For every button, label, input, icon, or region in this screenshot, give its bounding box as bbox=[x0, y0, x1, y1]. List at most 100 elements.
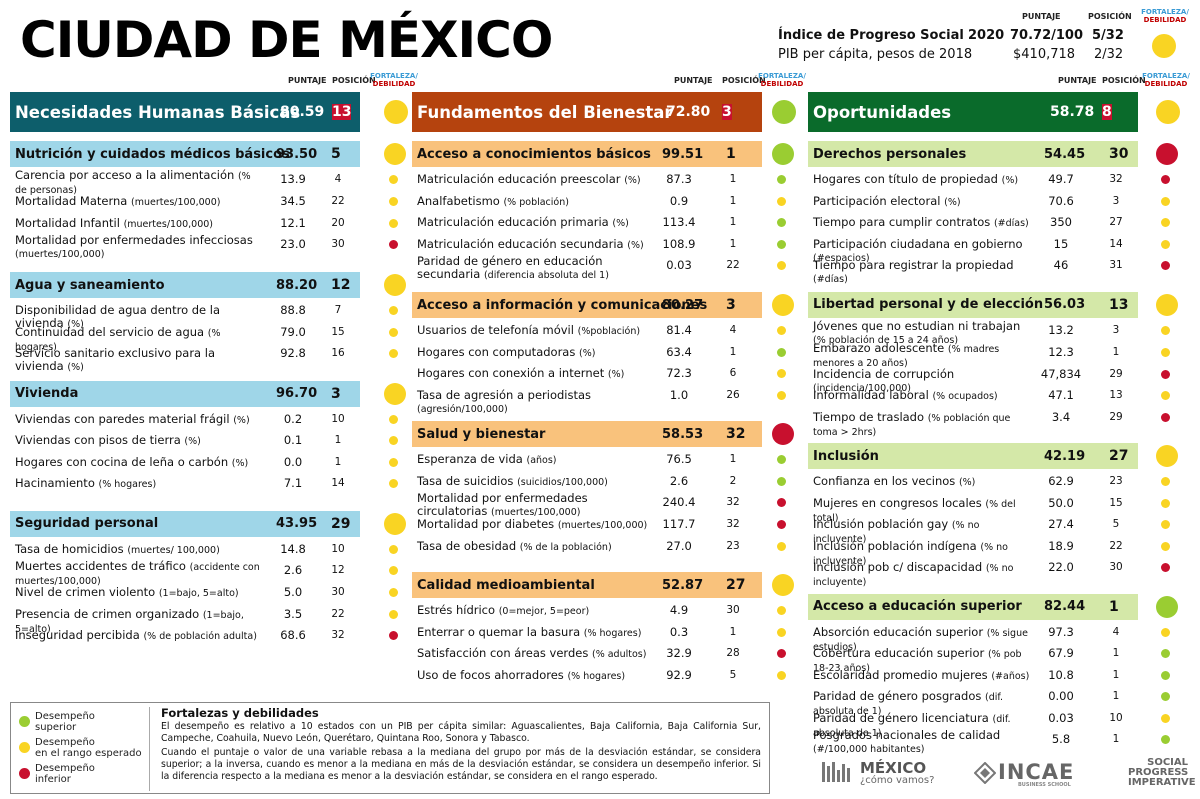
indicator-row: Inseguridad percibida (% de población ad… bbox=[10, 627, 398, 649]
indicator-rank: 15 bbox=[1109, 496, 1123, 509]
indicator-value: 23.0 bbox=[280, 237, 306, 251]
col-header-fortaleza-debilidad: FORTALEZA/DEBILIDAD bbox=[758, 72, 806, 88]
indicator-status-dot bbox=[777, 606, 786, 615]
legend-title: Fortalezas y debilidades bbox=[161, 706, 319, 720]
indicator-value: 92.9 bbox=[666, 667, 692, 682]
indicator-row: Hacinamiento (% hogares) 7.1 14 bbox=[10, 475, 398, 497]
component-title: Acceso a conocimientos básicos bbox=[417, 146, 651, 162]
legend-dot bbox=[19, 742, 30, 753]
component-status-dot bbox=[384, 143, 406, 165]
component-header: Vivienda 96.70 3 bbox=[10, 380, 360, 407]
indicator-row: Tiempo de traslado (% población que toma… bbox=[808, 409, 1170, 438]
indicator-label: Tiempo de traslado (% población que toma… bbox=[813, 409, 1011, 438]
indicator-rank: 1 bbox=[334, 455, 342, 468]
incae-logo-mark bbox=[973, 761, 997, 788]
indicator-label: Esperanza de vida (años) bbox=[417, 452, 557, 467]
mexico-logo-subtext: ¿cómo vamos? bbox=[860, 775, 935, 786]
component-score: 96.70 bbox=[276, 386, 318, 401]
indicator-rank: 29 bbox=[1109, 367, 1123, 380]
indicator-status-dot bbox=[777, 369, 786, 378]
indicator-rank: 1 bbox=[334, 434, 342, 446]
indicator-label: Mortalidad Infantil (muertes/100,000) bbox=[15, 215, 214, 230]
indicator-label: Usuarios de telefonía móvil (%población) bbox=[417, 323, 641, 338]
component-rank: 13 bbox=[1109, 296, 1129, 313]
indicator-row: Paridad de género en educación secundari… bbox=[412, 255, 786, 281]
component-score: 88.20 bbox=[276, 277, 318, 293]
component-rank: 3 bbox=[726, 297, 736, 313]
col-header-posicion: POSICIÓN bbox=[1102, 76, 1146, 85]
ips-rank: 5/32 bbox=[1092, 28, 1124, 43]
indicator-value: 0.00 bbox=[1048, 689, 1074, 703]
component-title: Libertad personal y de elección bbox=[813, 297, 1044, 312]
component-title: Seguridad personal bbox=[15, 516, 159, 531]
indicator-status-dot bbox=[389, 327, 398, 337]
indicator-status-dot bbox=[1161, 649, 1170, 658]
indicator-value: 108.9 bbox=[662, 236, 696, 251]
indicator-value: 0.03 bbox=[1048, 710, 1074, 725]
indicator-rank: 22 bbox=[726, 259, 740, 271]
indicator-status-dot bbox=[1161, 692, 1170, 701]
indicator-status-dot bbox=[389, 631, 398, 640]
indicator-rank: 1 bbox=[1112, 647, 1120, 659]
indicator-status-dot bbox=[777, 541, 786, 551]
indicator-row: Mortalidad por diabetes (muertes/100,000… bbox=[412, 516, 786, 538]
indicator-rank: 23 bbox=[1109, 475, 1123, 487]
header-puntaje: PUNTAJE bbox=[1022, 12, 1061, 21]
component-score: 99.51 bbox=[662, 146, 704, 162]
indicator-status-dot bbox=[389, 609, 398, 619]
indicator-value: 2.6 bbox=[283, 563, 303, 577]
indicator-rank: 32 bbox=[726, 518, 740, 530]
indicator-status-dot bbox=[389, 240, 398, 249]
indicator-label: Absorción educación superior (% sigue es… bbox=[813, 624, 1028, 653]
col-header-fortaleza-debilidad: FORTALEZA/DEBILIDAD bbox=[1142, 72, 1190, 88]
dimension-rank: 13 bbox=[332, 104, 352, 120]
indicator-row: Inclusión población gay (% no incluyente… bbox=[808, 516, 1170, 545]
component-score: 56.03 bbox=[1044, 297, 1086, 312]
indicator-value: 113.4 bbox=[662, 215, 696, 229]
indicator-row: Confianza en los vecinos (%) 62.9 23 bbox=[808, 473, 1170, 495]
indicator-rank: 4 bbox=[1112, 625, 1120, 638]
dimension-rank: 3 bbox=[722, 104, 732, 120]
indicator-value: 62.9 bbox=[1048, 474, 1074, 488]
indicator-row: Hogares con conexión a internet (%) 72.3 6 bbox=[412, 365, 786, 387]
indicator-row: Satisfacción con áreas verdes (% adultos… bbox=[412, 645, 786, 667]
indicator-row: Jóvenes que no estudian ni trabajan (% p… bbox=[808, 319, 1170, 346]
col-header-posicion: POSICIÓN bbox=[332, 76, 376, 85]
indicator-value: 240.4 bbox=[662, 495, 696, 509]
indicator-row: Enterrar o quemar la basura (% hogares) 0… bbox=[412, 624, 786, 646]
component-rank: 32 bbox=[726, 426, 746, 442]
indicator-rank: 32 bbox=[1109, 173, 1123, 185]
indicator-row: Viviendas con paredes material frágil (%… bbox=[10, 411, 398, 433]
component-status-dot bbox=[772, 294, 794, 316]
component-rank: 3 bbox=[331, 385, 341, 402]
indicator-value: 70.6 bbox=[1048, 193, 1074, 208]
component-header: Acceso a conocimientos básicos 99.51 1 bbox=[412, 141, 762, 167]
component-title: Acceso a información y comunicaciones bbox=[417, 297, 708, 313]
indicator-status-dot bbox=[777, 520, 786, 529]
indicator-rank: 30 bbox=[331, 586, 345, 598]
indicator-rank: 1 bbox=[1112, 690, 1120, 702]
indicator-row: Inclusión pob c/ discapacidad (% no incl… bbox=[808, 559, 1170, 588]
indicator-label: Mortalidad por diabetes (muertes/100,000… bbox=[417, 517, 648, 532]
indicator-rank: 20 bbox=[331, 216, 345, 229]
header-fortaleza-debilidad: FORTALEZA/DEBILIDAD bbox=[1141, 8, 1189, 24]
indicator-label: Mujeres en congresos locales (% del tota… bbox=[813, 495, 1016, 524]
indicator-label: Tasa de homicidios (muertes/ 100,000) bbox=[15, 541, 220, 556]
indicator-row: Tiempo para registrar la propiedad (#día… bbox=[808, 257, 1170, 285]
dimension-status-dot bbox=[772, 100, 796, 124]
indicator-status-dot bbox=[389, 436, 398, 445]
indicator-status-dot bbox=[1161, 175, 1170, 184]
indicator-row: Cobertura educación superior (% pob 18-2… bbox=[808, 645, 1170, 674]
indicator-row: Embarazo adolescente (% madres menores a… bbox=[808, 341, 1170, 369]
indicator-label: Presencia de crimen organizado (1=bajo, … bbox=[15, 606, 244, 635]
component-title: Derechos personales bbox=[813, 146, 967, 162]
social-progress-imperative-logo: SOCIAL PROGRESS IMPERATIVE bbox=[1128, 757, 1196, 788]
indicator-rank: 22 bbox=[331, 607, 345, 620]
indicator-row: Posgrados nacionales de calidad (#/100,0… bbox=[808, 729, 1170, 755]
component-status-dot bbox=[772, 423, 794, 445]
indicator-row: Tasa de agresión a periodistas (agresión… bbox=[412, 387, 786, 415]
indicator-rank: 1 bbox=[729, 194, 737, 207]
indicator-value: 350 bbox=[1050, 215, 1072, 229]
component-title: Acceso a educación superior bbox=[813, 599, 1022, 614]
indicator-label: Escolaridad promedio mujeres (#años) bbox=[813, 667, 1030, 682]
